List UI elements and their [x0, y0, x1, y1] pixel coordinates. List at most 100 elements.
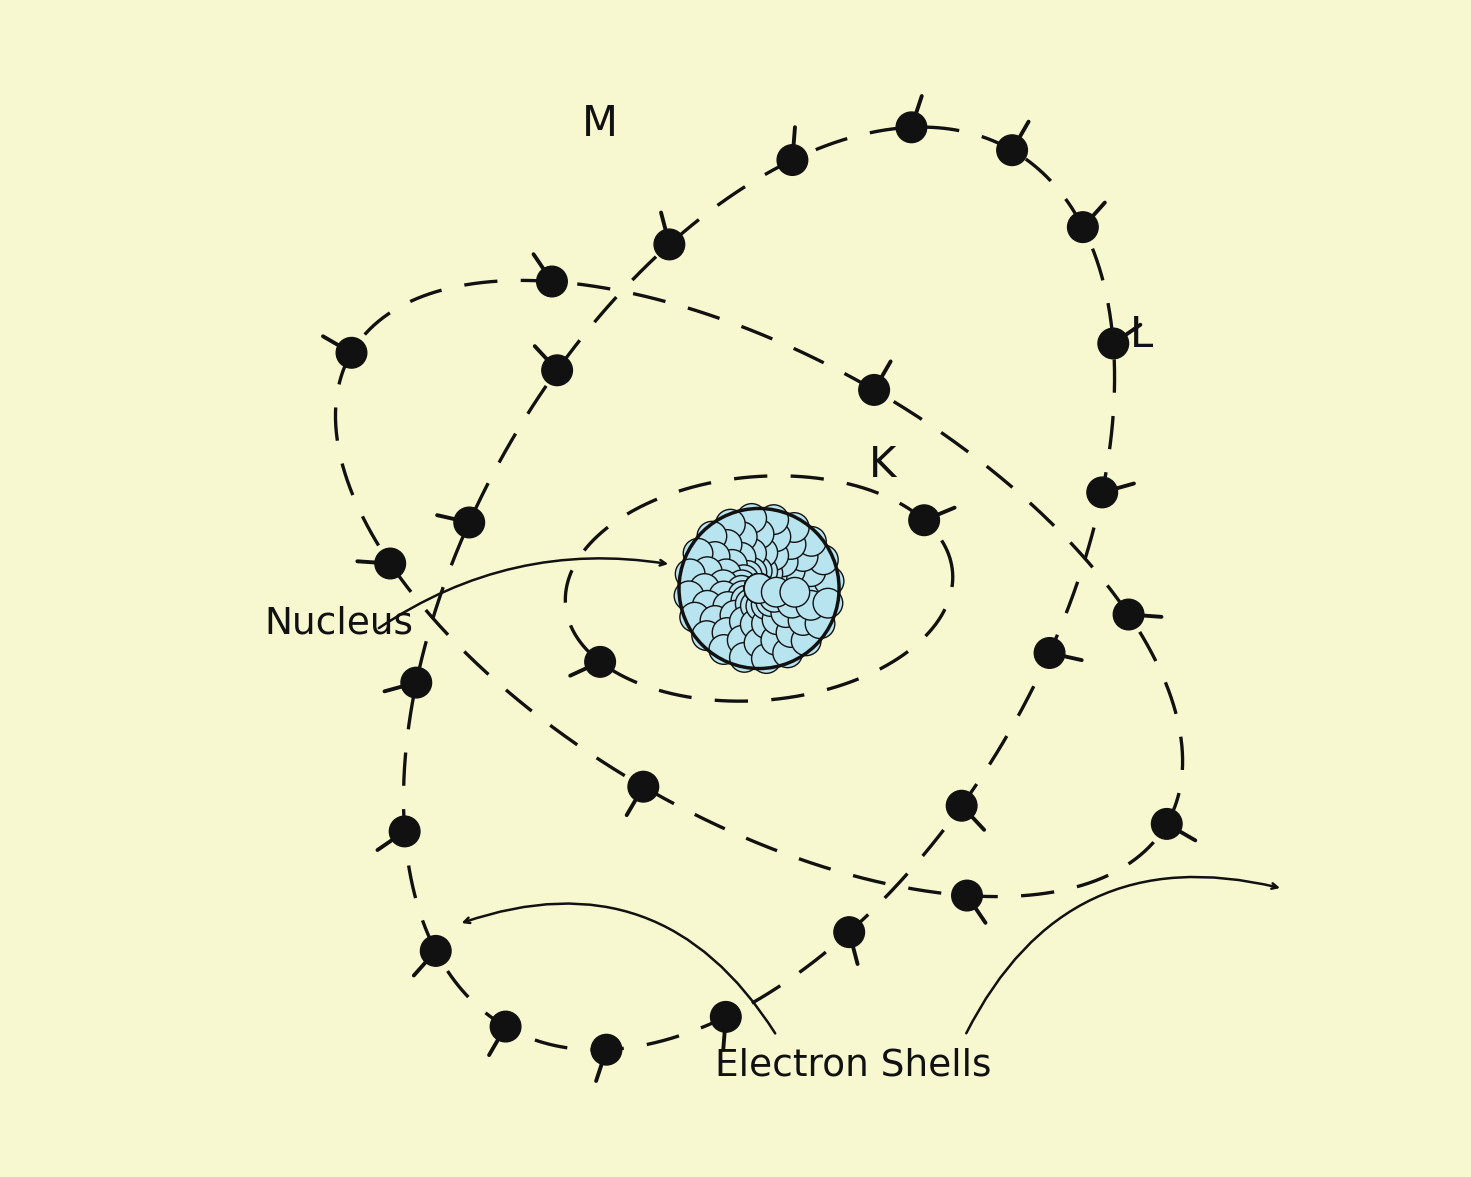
Circle shape: [693, 591, 722, 620]
Circle shape: [815, 566, 844, 596]
Circle shape: [421, 936, 452, 966]
Circle shape: [744, 573, 774, 604]
Circle shape: [744, 573, 774, 604]
Circle shape: [727, 576, 756, 605]
Circle shape: [537, 266, 568, 297]
Circle shape: [718, 550, 747, 579]
Circle shape: [777, 618, 806, 647]
Circle shape: [744, 573, 774, 604]
Circle shape: [761, 625, 791, 656]
Circle shape: [737, 538, 766, 568]
Circle shape: [715, 510, 746, 539]
Circle shape: [777, 588, 806, 618]
Text: Electron Shells: Electron Shells: [715, 1048, 991, 1083]
Circle shape: [797, 526, 827, 557]
Circle shape: [762, 605, 791, 634]
Circle shape: [740, 610, 771, 639]
Circle shape: [728, 581, 758, 611]
Circle shape: [796, 591, 825, 620]
Circle shape: [744, 573, 774, 604]
Circle shape: [756, 587, 786, 617]
Circle shape: [747, 557, 778, 586]
Circle shape: [709, 634, 738, 664]
Circle shape: [727, 570, 756, 599]
Circle shape: [752, 609, 781, 639]
Circle shape: [728, 521, 758, 552]
Circle shape: [680, 603, 709, 632]
Circle shape: [744, 573, 774, 604]
Circle shape: [712, 530, 741, 559]
Circle shape: [796, 557, 825, 586]
Circle shape: [758, 561, 787, 592]
Circle shape: [744, 573, 774, 604]
Circle shape: [591, 1035, 622, 1065]
Circle shape: [909, 505, 940, 536]
Circle shape: [690, 573, 719, 604]
Circle shape: [709, 570, 738, 599]
Circle shape: [713, 592, 743, 621]
Circle shape: [744, 573, 774, 604]
Circle shape: [834, 917, 865, 947]
Circle shape: [744, 573, 774, 604]
Circle shape: [952, 880, 983, 911]
Circle shape: [736, 588, 765, 619]
Circle shape: [744, 573, 774, 604]
Circle shape: [1087, 477, 1118, 507]
Circle shape: [744, 573, 774, 604]
Circle shape: [628, 771, 659, 802]
Circle shape: [683, 538, 713, 568]
Circle shape: [1097, 328, 1128, 359]
Circle shape: [744, 573, 774, 604]
Circle shape: [753, 558, 783, 588]
Circle shape: [780, 578, 809, 607]
Circle shape: [813, 588, 843, 618]
Circle shape: [730, 606, 759, 637]
Circle shape: [744, 573, 774, 604]
Circle shape: [777, 530, 806, 559]
Circle shape: [744, 573, 774, 604]
Circle shape: [712, 618, 741, 647]
Circle shape: [762, 572, 791, 601]
Circle shape: [747, 538, 778, 567]
Circle shape: [744, 573, 774, 604]
Circle shape: [946, 791, 977, 822]
Circle shape: [721, 600, 750, 630]
Circle shape: [337, 338, 366, 368]
Circle shape: [733, 560, 762, 590]
Circle shape: [759, 540, 788, 571]
Circle shape: [744, 629, 774, 658]
Text: K: K: [869, 444, 896, 486]
Circle shape: [1114, 599, 1144, 630]
Circle shape: [727, 543, 756, 572]
Circle shape: [780, 513, 809, 543]
Circle shape: [759, 505, 788, 534]
Circle shape: [780, 566, 809, 596]
Circle shape: [700, 606, 730, 636]
Circle shape: [743, 557, 772, 586]
Circle shape: [744, 573, 774, 604]
Circle shape: [762, 578, 791, 607]
Circle shape: [744, 573, 774, 604]
Circle shape: [771, 598, 800, 627]
Circle shape: [768, 547, 797, 577]
Circle shape: [675, 559, 705, 588]
Circle shape: [744, 573, 774, 604]
Circle shape: [859, 374, 890, 405]
Circle shape: [709, 581, 738, 611]
Circle shape: [761, 566, 790, 596]
Text: Nucleus: Nucleus: [265, 606, 413, 641]
Circle shape: [809, 545, 838, 574]
Circle shape: [1152, 809, 1183, 839]
Circle shape: [896, 112, 927, 142]
Circle shape: [585, 646, 615, 677]
Circle shape: [731, 585, 761, 616]
Circle shape: [490, 1011, 521, 1042]
Text: M: M: [583, 102, 618, 145]
Circle shape: [752, 590, 781, 619]
Circle shape: [744, 573, 774, 604]
Circle shape: [744, 519, 774, 548]
Circle shape: [752, 644, 781, 673]
Circle shape: [730, 565, 759, 594]
Circle shape: [541, 355, 572, 386]
Circle shape: [788, 606, 818, 636]
